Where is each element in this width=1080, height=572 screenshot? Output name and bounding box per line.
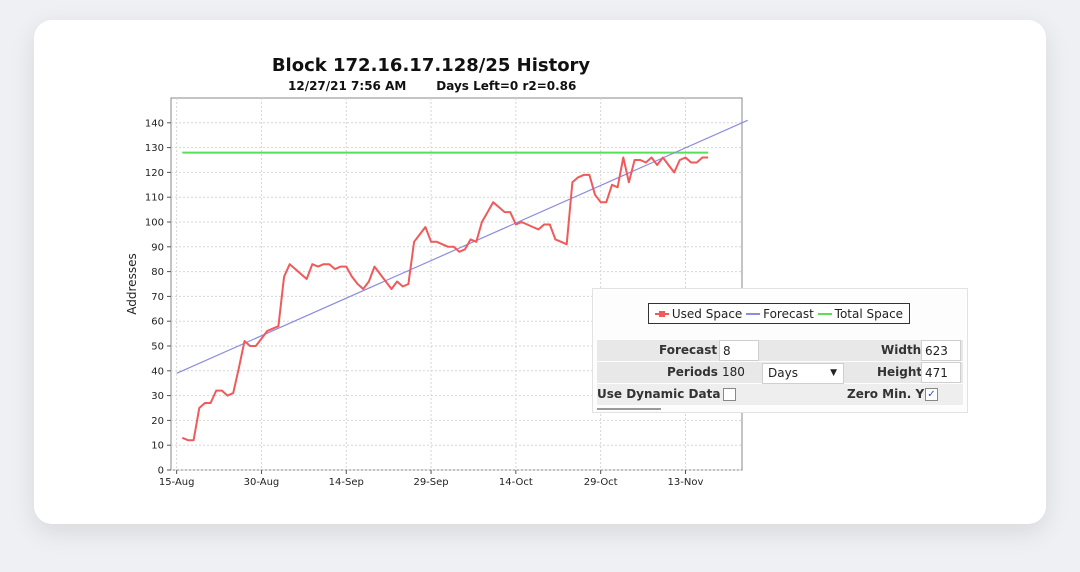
y-tick-label: 120 [145, 168, 164, 179]
zero-min-y-checkbox[interactable]: ✓ [925, 388, 938, 401]
y-tick-label: 10 [151, 441, 164, 452]
period-unit-select[interactable]: Days ▼ [762, 363, 844, 384]
y-tick-label: 100 [145, 218, 164, 229]
legend-total-space: Total Space [817, 306, 904, 321]
options-row: Use Dynamic Data Zero Min. Y ✓ [597, 384, 963, 405]
chart-timestamp: 12/27/21 7:56 AM [288, 79, 407, 93]
forecast-row: Forecast 8 Width 623 [597, 340, 963, 361]
height-input[interactable]: 471 [921, 362, 961, 383]
legend-swatch-forecast [746, 312, 761, 315]
zero-min-y-label: Zero Min. Y [847, 387, 925, 401]
used-space-line [181, 156, 709, 442]
y-tick-label: 140 [145, 118, 164, 129]
y-tick-label: 50 [151, 342, 164, 353]
panel-divider [597, 408, 661, 410]
x-tick-label: 13-Nov [668, 477, 704, 488]
legend-label-forecast: Forecast [763, 306, 814, 321]
chevron-down-icon: ▼ [830, 368, 837, 378]
chart-title: Block 172.16.17.128/25 History [271, 55, 591, 76]
dynamic-data-label: Use Dynamic Data [597, 387, 721, 401]
height-label: Height [877, 365, 923, 379]
legend-forecast: Forecast [746, 307, 814, 321]
chart-options-panel: Used Space Forecast Total Space Forecast… [592, 288, 968, 413]
plot-area [170, 97, 743, 471]
y-tick-label: 30 [151, 391, 164, 402]
legend-swatch-total [817, 312, 832, 315]
y-tick-label: 80 [151, 267, 164, 278]
dynamic-data-checkbox[interactable] [723, 388, 736, 401]
legend-label-used: Used Space [671, 306, 743, 321]
y-tick-label: 20 [151, 416, 164, 427]
chart-days-left: Days Left=0 r2=0.86 [436, 79, 577, 93]
x-tick-label: 14-Oct [499, 477, 533, 488]
periods-input[interactable]: 180 [722, 365, 745, 379]
y-tick-label: 90 [151, 242, 164, 253]
chart-subtitle: 12/27/21 7:56 AM Days Left=0 r2=0.86 [288, 79, 606, 93]
width-label: Width [881, 343, 922, 357]
y-tick-label: 110 [145, 193, 164, 204]
x-tick-label: 30-Aug [244, 477, 280, 488]
x-tick-label: 15-Aug [159, 477, 195, 488]
y-tick-label: 60 [151, 317, 164, 328]
legend-label-total: Total Space [834, 306, 904, 321]
y-tick-label: 130 [145, 143, 164, 154]
forecast-line [176, 119, 748, 374]
forecast-label: Forecast [659, 343, 718, 357]
period-unit-value: Days [768, 366, 798, 380]
width-input[interactable]: 623 [921, 340, 961, 361]
x-tick-label: 29-Oct [584, 477, 618, 488]
y-axis-label: Addresses [125, 253, 139, 314]
y-tick-label: 0 [158, 466, 164, 477]
legend-swatch-used [654, 310, 669, 317]
x-tick-label: 29-Sep [413, 477, 448, 488]
legend-used-space: Used Space [654, 306, 743, 321]
chart-legend: Used Space Forecast Total Space [648, 303, 910, 324]
y-tick-label: 70 [151, 292, 164, 303]
x-tick-label: 14-Sep [329, 477, 364, 488]
periods-label: Periods [667, 365, 718, 379]
periods-row: Periods 180 Days ▼ Height 471 [597, 362, 963, 384]
forecast-input[interactable]: 8 [719, 340, 759, 361]
y-tick-label: 40 [151, 366, 164, 377]
